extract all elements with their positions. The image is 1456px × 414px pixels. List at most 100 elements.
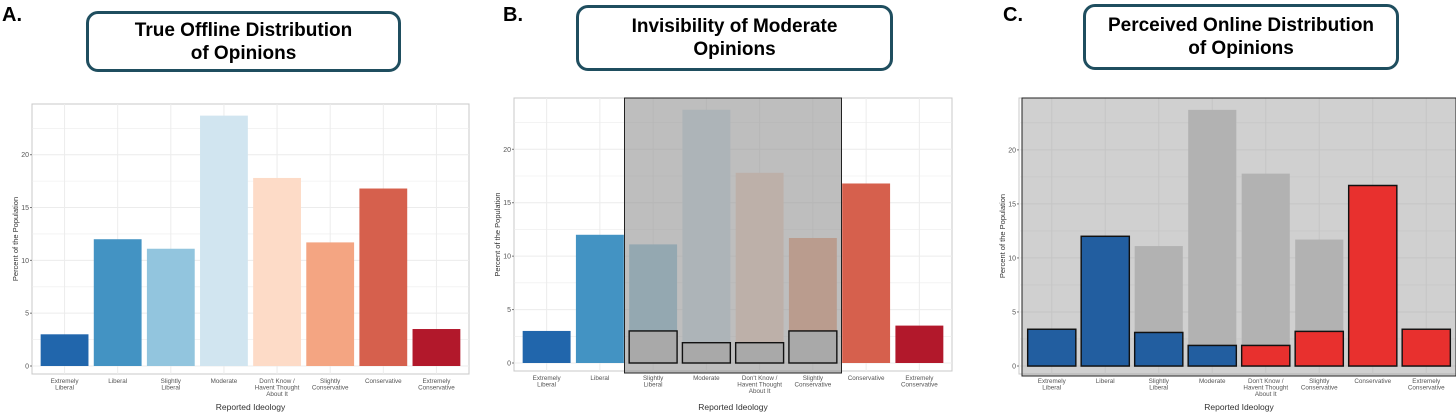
- x-tick-label-line: Liberal: [1149, 385, 1168, 392]
- panel-b-title-text: Invisibility of Moderate Opinions: [631, 16, 838, 60]
- x-tick-label-line: Extremely: [533, 375, 562, 382]
- y-tick-label: 20: [503, 147, 511, 154]
- x-tick-label-line: Don't Know /: [1248, 378, 1284, 385]
- x-tick-label-line: Moderate: [1199, 378, 1226, 385]
- x-tick-label-line: Extremely: [1412, 378, 1441, 385]
- bar: [306, 242, 355, 366]
- x-tick-label-line: About It: [266, 391, 288, 398]
- x-tick-label: Liberal: [1096, 378, 1115, 385]
- x-tick-label: Conservative: [365, 378, 402, 385]
- x-tick-label-line: Liberal: [644, 382, 663, 389]
- panel-letter-c: C.: [1003, 4, 1023, 26]
- bar: [146, 248, 195, 366]
- bar: [359, 188, 408, 366]
- bar: [1240, 344, 1291, 367]
- y-tick-label: 5: [25, 311, 29, 318]
- x-tick-label-line: Havent Thought: [1243, 385, 1288, 392]
- panel-a-title: True Offline Distribution of Opinions: [86, 11, 401, 72]
- y-tick-label: 20: [21, 152, 29, 159]
- x-axis-title: Reported Ideology: [216, 402, 286, 412]
- bar: [93, 239, 142, 366]
- y-tick-label: 0: [507, 361, 511, 368]
- x-tick-label-line: Conservative: [1301, 385, 1338, 392]
- bar: [40, 334, 89, 366]
- x-tick-label-line: Extremely: [1038, 378, 1067, 385]
- y-tick-label: 15: [1008, 201, 1016, 208]
- bar: [1080, 235, 1131, 367]
- x-tick-label: Slightly Liberal: [1149, 378, 1170, 392]
- x-tick-label-line: Conservative: [901, 382, 938, 389]
- panel-b-title: Invisibility of Moderate Opinions: [576, 5, 893, 71]
- x-tick-label-line: Slightly: [161, 378, 182, 385]
- x-tick-label-line: Extremely: [905, 375, 934, 382]
- y-tick-label: 0: [25, 364, 29, 371]
- x-tick-label-line: Extremely: [51, 378, 80, 385]
- bar: [522, 330, 571, 363]
- x-tick-label-line: Liberal: [1096, 378, 1115, 385]
- panel-letter-a: A.: [2, 4, 22, 26]
- x-tick-label-line: Havent Thought: [737, 382, 782, 389]
- x-tick-label-line: Moderate: [211, 378, 238, 385]
- x-tick-label: Extremely Liberal: [533, 375, 562, 389]
- x-tick-label: Slightly Conservative: [795, 375, 832, 389]
- x-tick-label: Extremely Liberal: [1038, 378, 1067, 392]
- y-tick-label: 0: [1012, 364, 1016, 371]
- x-tick-label: Conservative: [848, 375, 885, 382]
- x-tick-label: Moderate: [1199, 378, 1226, 385]
- panel-a-title-text: True Offline Distribution of Opinions: [134, 19, 353, 64]
- invisibility-overlay: [624, 97, 842, 374]
- bar: [575, 234, 624, 363]
- y-tick-label: 5: [507, 307, 511, 314]
- x-tick-label-line: Liberal: [537, 382, 556, 389]
- y-tick-label: 15: [503, 200, 511, 207]
- bar: [1133, 331, 1184, 367]
- y-tick-label: 15: [21, 205, 29, 212]
- x-tick-label: Conservative: [1354, 378, 1391, 385]
- x-tick-label-line: Slightly: [320, 378, 341, 385]
- y-tick-label: 5: [1012, 309, 1016, 316]
- x-tick-label: Don't Know / Havent Thought About It: [255, 378, 300, 398]
- bar: [200, 115, 248, 366]
- bar: [842, 183, 891, 363]
- x-tick-label-line: Slightly: [1309, 378, 1330, 385]
- bar: [1401, 328, 1452, 367]
- x-tick-label-line: Slightly: [1149, 378, 1170, 385]
- x-axis-title: Reported Ideology: [1204, 402, 1274, 412]
- panel-c-title: Perceived Online Distribution of Opinion…: [1083, 4, 1399, 70]
- x-axis-title: Reported Ideology: [698, 402, 768, 412]
- x-tick-label-line: Liberal: [590, 375, 609, 382]
- visible-moderate-bar: [734, 341, 785, 364]
- x-tick-label-line: Conservative: [418, 385, 455, 392]
- x-tick-label: Slightly Conservative: [312, 378, 349, 392]
- x-tick-label: Extremely Liberal: [51, 378, 80, 392]
- visible-moderate-bar: [628, 330, 678, 364]
- y-tick-label: 10: [1008, 255, 1016, 262]
- x-tick-label: Slightly Liberal: [643, 375, 664, 389]
- x-tick-label: Slightly Conservative: [1301, 378, 1338, 392]
- x-tick-label: Don't Know / Havent Thought About It: [1243, 378, 1288, 398]
- x-tick-label-line: Conservative: [365, 378, 402, 385]
- panel-letter-b: B.: [503, 4, 523, 26]
- x-tick-label-line: Slightly: [643, 375, 664, 382]
- bar: [1026, 328, 1077, 367]
- x-tick-label-line: About It: [1255, 391, 1277, 398]
- x-tick-label: Extremely Conservative: [418, 378, 455, 392]
- visible-moderate-bar: [788, 330, 838, 364]
- x-tick-label-line: Liberal: [1042, 385, 1061, 392]
- y-axis-title: Percent of the Population: [998, 194, 1007, 278]
- panel-c-title-text: Perceived Online Distribution of Opinion…: [1107, 15, 1375, 59]
- x-tick-label: Moderate: [211, 378, 238, 385]
- y-axis-title: Percent of the Population: [11, 197, 20, 281]
- x-tick-label-line: Conservative: [1354, 378, 1391, 385]
- x-tick-label-line: Conservative: [848, 375, 885, 382]
- ghost-bar: [1241, 173, 1290, 366]
- x-tick-label: Slightly Liberal: [161, 378, 182, 392]
- x-tick-label: Liberal: [108, 378, 127, 385]
- x-tick-label-line: Liberal: [108, 378, 127, 385]
- bar: [412, 329, 461, 366]
- x-tick-label-line: Don't Know /: [742, 375, 778, 382]
- x-tick-label-line: Extremely: [422, 378, 451, 385]
